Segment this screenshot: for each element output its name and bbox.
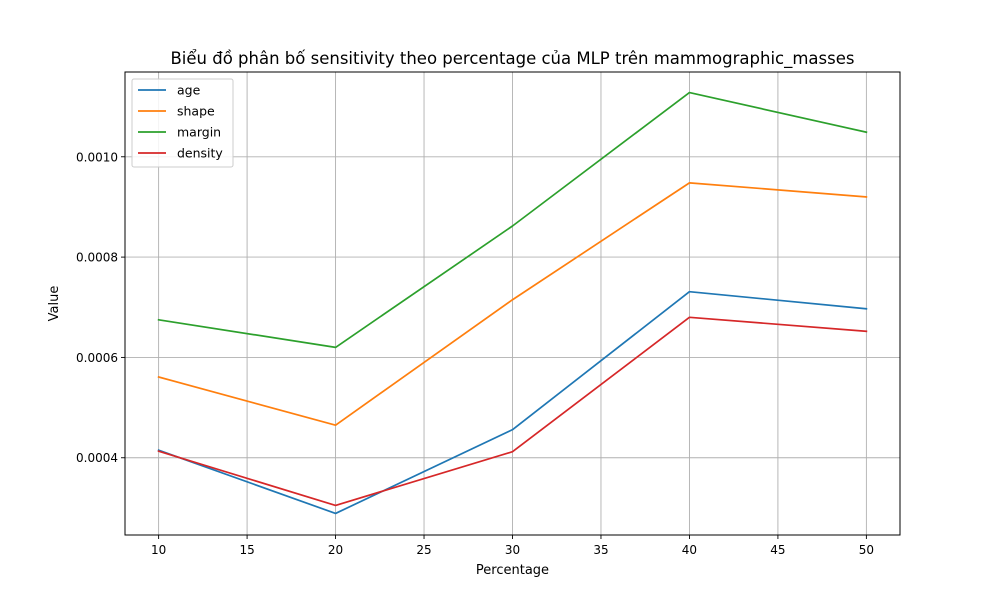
- x-tick-label: 15: [239, 543, 254, 557]
- x-tick-label: 40: [682, 543, 697, 557]
- y-tick-label: 0.0008: [76, 251, 118, 265]
- legend-frame: [131, 78, 234, 168]
- x-tick-label: 20: [328, 543, 343, 557]
- x-tick-label: 30: [505, 543, 520, 557]
- chart-title: Biểu đồ phân bố sensitivity theo percent…: [170, 49, 854, 69]
- x-tick-label: 45: [770, 543, 785, 557]
- legend-label-margin: margin: [177, 125, 221, 140]
- legend-label-density: density: [177, 146, 223, 161]
- y-tick-label: 0.0006: [76, 351, 118, 365]
- series-line-margin: [157, 91, 868, 349]
- series-line-density: [157, 316, 868, 507]
- x-axis-label: Percentage: [476, 563, 549, 578]
- legend-label-shape: shape: [177, 104, 215, 119]
- x-tick-label: 50: [859, 543, 874, 557]
- grid: [125, 72, 900, 535]
- legend-label-age: age: [177, 83, 201, 98]
- y-axis-label: Value: [47, 286, 62, 322]
- x-tick-label: 25: [416, 543, 431, 557]
- series-lines: [157, 91, 868, 515]
- y-tick-label: 0.0004: [76, 451, 118, 465]
- axis-ticks: 10 15 20 25 30 35 40 45 50 0.0004 0.0006 0.0008 0.00…: [76, 150, 874, 557]
- x-tick-label: 10: [151, 543, 166, 557]
- x-tick-label: 35: [593, 543, 608, 557]
- y-tick-label: 0.0010: [76, 150, 118, 164]
- series-line-shape: [157, 182, 868, 426]
- legend: age shape margin density: [131, 78, 234, 168]
- series-line-age: [157, 290, 868, 515]
